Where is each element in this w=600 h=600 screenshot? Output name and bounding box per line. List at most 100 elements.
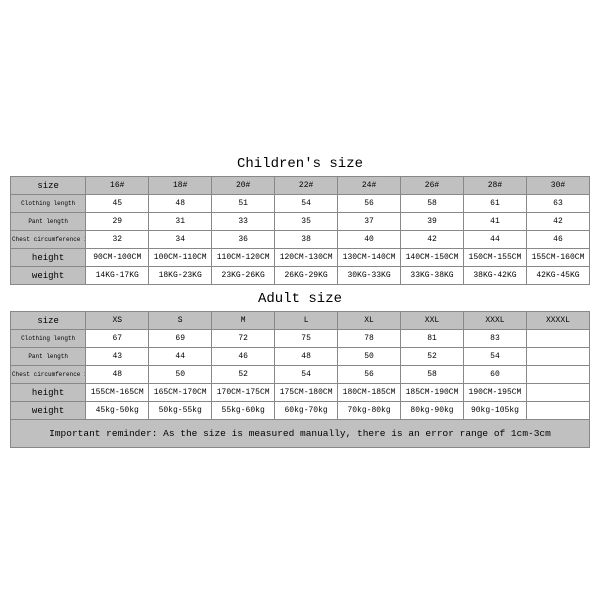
- cell: [526, 366, 589, 384]
- cell: 52: [401, 348, 464, 366]
- cell: 56: [338, 366, 401, 384]
- cell: [526, 330, 589, 348]
- adult-size-7: XXXXL: [526, 312, 589, 330]
- cell: 33: [212, 213, 275, 231]
- cell: 46: [212, 348, 275, 366]
- cell: 30KG-33KG: [338, 267, 401, 285]
- cell: 70kg-80kg: [338, 402, 401, 420]
- adult-weight-row: weight 45kg-50kg 50kg-55kg 55kg-60kg 60k…: [11, 402, 590, 420]
- cell: 61: [463, 195, 526, 213]
- cell: 50kg-55kg: [149, 402, 212, 420]
- cell: 165CM-170CM: [149, 384, 212, 402]
- cell: 45kg-50kg: [86, 402, 149, 420]
- adult-chest-row: Chest circumference 1/2 48 50 52 54 56 5…: [11, 366, 590, 384]
- cell: 155CM-160CM: [526, 249, 589, 267]
- cell: 80kg-90kg: [401, 402, 464, 420]
- cell: 35: [275, 213, 338, 231]
- adult-header-row: size XS S M L XL XXL XXXL XXXXL: [11, 312, 590, 330]
- children-size-3: 22#: [275, 177, 338, 195]
- adult-size-3: L: [275, 312, 338, 330]
- row-label-weight: weight: [11, 267, 86, 285]
- cell: 58: [401, 195, 464, 213]
- cell: 14KG-17KG: [86, 267, 149, 285]
- children-size-6: 28#: [463, 177, 526, 195]
- cell: 175CM-180CM: [275, 384, 338, 402]
- children-pant-row: Pant length 29 31 33 35 37 39 41 42: [11, 213, 590, 231]
- children-size-5: 26#: [401, 177, 464, 195]
- adult-size-0: XS: [86, 312, 149, 330]
- cell: 42KG-45KG: [526, 267, 589, 285]
- row-label-chest: Chest circumference 1/2: [11, 366, 86, 384]
- cell: 23KG-26KG: [212, 267, 275, 285]
- cell: 50: [149, 366, 212, 384]
- cell: 50: [338, 348, 401, 366]
- cell: 60: [463, 366, 526, 384]
- cell: 58: [401, 366, 464, 384]
- cell: 31: [149, 213, 212, 231]
- cell: 110CM-120CM: [212, 249, 275, 267]
- cell: 81: [401, 330, 464, 348]
- cell: 90CM-100CM: [86, 249, 149, 267]
- row-label-height: height: [11, 384, 86, 402]
- cell: 38KG-42KG: [463, 267, 526, 285]
- cell: 44: [463, 231, 526, 249]
- cell: 18KG-23KG: [149, 267, 212, 285]
- children-header-row: size 16# 18# 20# 22# 24# 26# 28# 30#: [11, 177, 590, 195]
- cell: 36: [212, 231, 275, 249]
- cell: 51: [212, 195, 275, 213]
- adult-size-2: M: [212, 312, 275, 330]
- cell: 100CM-110CM: [149, 249, 212, 267]
- cell: 90kg-105kg: [463, 402, 526, 420]
- children-size-1: 18#: [149, 177, 212, 195]
- adult-pant-row: Pant length 43 44 46 48 50 52 54: [11, 348, 590, 366]
- cell: 130CM-140CM: [338, 249, 401, 267]
- cell: 155CM-165CM: [86, 384, 149, 402]
- cell: 38: [275, 231, 338, 249]
- children-title: Children's size: [10, 150, 590, 176]
- cell: 54: [275, 366, 338, 384]
- children-chest-row: Chest circumference 1/2 32 34 36 38 40 4…: [11, 231, 590, 249]
- cell: 41: [463, 213, 526, 231]
- cell: 83: [463, 330, 526, 348]
- cell: [526, 384, 589, 402]
- row-label-height: height: [11, 249, 86, 267]
- adult-table: size XS S M L XL XXL XXXL XXXXL Clothing…: [10, 311, 590, 420]
- cell: 54: [463, 348, 526, 366]
- cell: 54: [275, 195, 338, 213]
- cell: 32: [86, 231, 149, 249]
- cell: 69: [149, 330, 212, 348]
- cell: 52: [212, 366, 275, 384]
- cell: 170CM-175CM: [212, 384, 275, 402]
- adult-size-6: XXXL: [463, 312, 526, 330]
- cell: 37: [338, 213, 401, 231]
- adult-clothing-row: Clothing length 67 69 72 75 78 81 83: [11, 330, 590, 348]
- cell: 44: [149, 348, 212, 366]
- children-clothing-row: Clothing length 45 48 51 54 56 58 61 63: [11, 195, 590, 213]
- cell: 39: [401, 213, 464, 231]
- cell: 180CM-185CM: [338, 384, 401, 402]
- cell: 42: [401, 231, 464, 249]
- cell: 40: [338, 231, 401, 249]
- adult-size-4: XL: [338, 312, 401, 330]
- cell: [526, 348, 589, 366]
- row-label-size: size: [11, 177, 86, 195]
- cell: 67: [86, 330, 149, 348]
- cell: 78: [338, 330, 401, 348]
- cell: 60kg-70kg: [275, 402, 338, 420]
- cell: 45: [86, 195, 149, 213]
- children-height-row: height 90CM-100CM 100CM-110CM 110CM-120C…: [11, 249, 590, 267]
- children-size-7: 30#: [526, 177, 589, 195]
- cell: 48: [149, 195, 212, 213]
- adult-size-5: XXL: [401, 312, 464, 330]
- cell: 63: [526, 195, 589, 213]
- cell: 185CM-190CM: [401, 384, 464, 402]
- cell: 46: [526, 231, 589, 249]
- adult-size-1: S: [149, 312, 212, 330]
- row-label-pant: Pant length: [11, 348, 86, 366]
- adult-title: Adult size: [10, 285, 590, 311]
- cell: 34: [149, 231, 212, 249]
- cell: 43: [86, 348, 149, 366]
- cell: 42: [526, 213, 589, 231]
- adult-height-row: height 155CM-165CM 165CM-170CM 170CM-175…: [11, 384, 590, 402]
- children-size-0: 16#: [86, 177, 149, 195]
